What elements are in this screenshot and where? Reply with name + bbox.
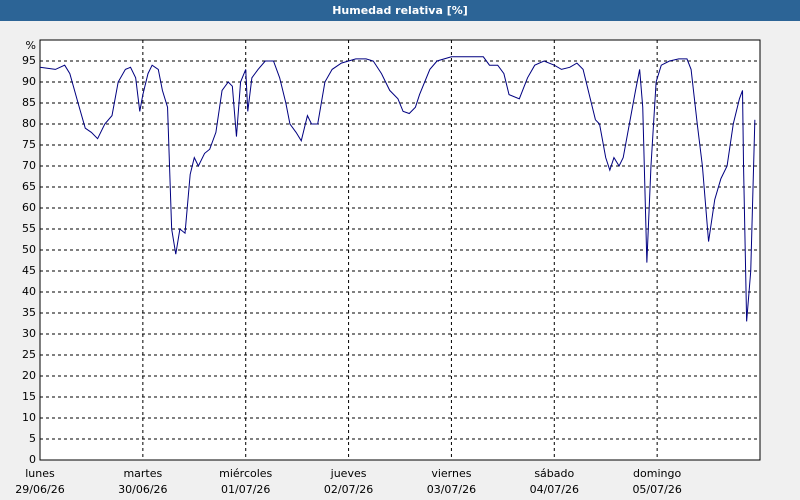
x-tick-label: domingo	[633, 467, 681, 480]
data-line	[39, 56, 756, 322]
x-tick-label: miércoles	[219, 467, 272, 480]
x-tick-date: 30/06/26	[118, 483, 167, 496]
x-tick-date: 04/07/26	[530, 483, 579, 496]
y-tick-label: 65	[22, 180, 36, 193]
x-tick-date: 03/07/26	[427, 483, 476, 496]
y-unit: %	[26, 39, 36, 52]
y-tick-label: 75	[22, 138, 36, 151]
y-tick-label: 70	[22, 159, 36, 172]
x-tick-label: lunes	[25, 467, 55, 480]
y-tick-label: 30	[22, 327, 36, 340]
y-tick-label: 35	[22, 306, 36, 319]
x-tick-date: 01/07/26	[221, 483, 270, 496]
y-tick-label: 50	[22, 243, 36, 256]
x-tick-label: martes	[123, 467, 162, 480]
y-tick-label: 20	[22, 369, 36, 382]
y-tick-label: 45	[22, 264, 36, 277]
plot-border	[39, 39, 761, 461]
y-tick-label: 5	[29, 432, 36, 445]
x-tick-label: jueves	[330, 467, 367, 480]
y-tick-label: 15	[22, 390, 36, 403]
y-tick-label: 80	[22, 117, 36, 130]
y-tick-label: 40	[22, 285, 36, 298]
x-tick-date: 05/07/26	[632, 483, 681, 496]
y-tick-label: 0	[29, 453, 36, 466]
y-tick-label: 90	[22, 75, 36, 88]
y-tick-label: 85	[22, 96, 36, 109]
y-tick-label: 55	[22, 222, 36, 235]
y-tick-label: 95	[22, 54, 36, 67]
y-tick-label: 60	[22, 201, 36, 214]
x-tick-date: 29/06/26	[15, 483, 64, 496]
chart-title: Humedad relativa [%]	[332, 4, 468, 17]
y-tick-label: 25	[22, 348, 36, 361]
x-tick-date: 02/07/26	[324, 483, 373, 496]
y-tick-label: 10	[22, 411, 36, 424]
x-tick-label: viernes	[431, 467, 471, 480]
x-tick-label: sábado	[534, 467, 574, 480]
title-bar	[0, 0, 800, 21]
